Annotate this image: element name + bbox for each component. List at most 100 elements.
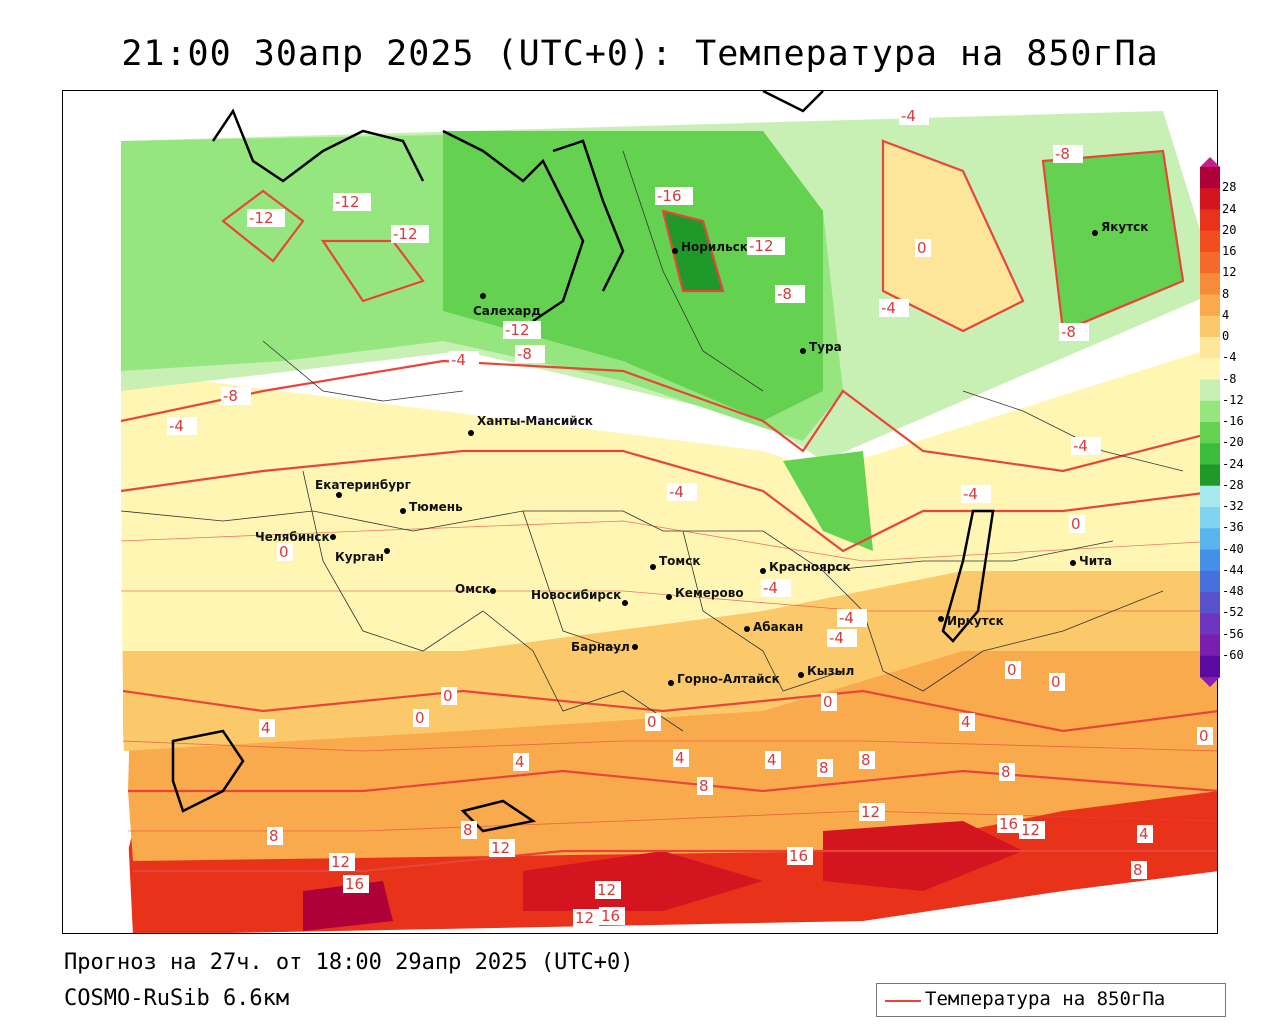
svg-text:Курган: Курган	[335, 550, 384, 564]
colorbar-band	[1200, 209, 1220, 232]
svg-text:12: 12	[491, 839, 510, 857]
svg-text:Омск: Омск	[455, 582, 490, 596]
svg-text:-4: -4	[829, 629, 844, 647]
colorbar-band	[1200, 273, 1220, 295]
svg-text:Горно-Алтайск: Горно-Алтайск	[677, 672, 780, 686]
svg-text:8: 8	[819, 759, 829, 777]
svg-text:16: 16	[601, 907, 620, 925]
svg-text:Тюмень: Тюмень	[409, 500, 463, 514]
legend: Температура на 850гПа	[876, 983, 1226, 1017]
colorbar	[1200, 157, 1220, 687]
svg-text:Тура: Тура	[809, 340, 842, 354]
colorbar-tick-label: -44	[1222, 562, 1244, 577]
colorbar-tick-label: 24	[1222, 201, 1237, 216]
city-khanty-mansiysk[interactable]: Ханты-Мансийск	[468, 414, 593, 436]
city-abakan[interactable]: Абакан	[744, 620, 803, 634]
svg-text:-8: -8	[777, 285, 792, 303]
colorbar-tick-label: -8	[1222, 371, 1237, 386]
colorbar-tick-label: -52	[1222, 605, 1244, 620]
colorbar-tick-label: 0	[1222, 329, 1230, 343]
svg-text:0: 0	[443, 687, 453, 705]
svg-text:Чита: Чита	[1079, 554, 1112, 568]
svg-text:Челябинск: Челябинск	[255, 530, 330, 544]
colorbar-tick-label: -56	[1222, 626, 1244, 641]
svg-text:4: 4	[961, 713, 971, 731]
forecast-info: Прогноз на 27ч. от 18:00 29апр 2025 (UTC…	[64, 950, 634, 975]
svg-text:0: 0	[647, 713, 657, 731]
colorbar-band	[1200, 528, 1220, 550]
svg-text:-4: -4	[839, 609, 854, 627]
colorbar-tick-label: -20	[1222, 435, 1244, 450]
city-kemerovo[interactable]: Кемерово	[666, 586, 744, 600]
svg-text:-4: -4	[169, 417, 184, 435]
svg-text:-4: -4	[881, 299, 896, 317]
colorbar-band	[1200, 507, 1220, 529]
svg-text:8: 8	[269, 827, 279, 845]
city-kyzyl[interactable]: Кызыл	[798, 664, 854, 678]
colorbar-tick-label: -12	[1222, 392, 1244, 407]
colorbar-band	[1200, 167, 1220, 189]
city-gorno-altaysk[interactable]: Горно-Алтайск	[668, 672, 780, 686]
city-tyumen[interactable]: Тюмень	[400, 500, 463, 514]
colorbar-band	[1200, 230, 1220, 253]
cities: Якутск Норильск Салехард Тура Ханты-Манс…	[255, 220, 1148, 686]
svg-text:Томск: Томск	[659, 554, 701, 568]
colorbar-tick-label: 8	[1222, 286, 1230, 301]
colorbar-tick-label: -32	[1222, 499, 1244, 513]
city-norilsk[interactable]: Норильск	[672, 240, 748, 254]
svg-text:Екатеринбург: Екатеринбург	[315, 478, 411, 492]
city-chelyabinsk[interactable]: Челябинск	[255, 530, 336, 544]
city-novosibirsk[interactable]: Новосибирск	[531, 588, 628, 606]
svg-text:4: 4	[1139, 825, 1149, 843]
colorbar-band	[1200, 315, 1220, 338]
colorbar-tick-label: 16	[1222, 244, 1237, 258]
svg-text:12: 12	[1021, 821, 1040, 839]
svg-text:-8: -8	[223, 387, 238, 405]
city-kurgan[interactable]: Курган	[335, 548, 390, 564]
colorbar-band	[1200, 592, 1220, 614]
colorbar-tick-label: -16	[1222, 414, 1244, 428]
svg-text:8: 8	[861, 751, 871, 769]
svg-text:Кызыл: Кызыл	[807, 664, 854, 678]
colorbar-band	[1200, 379, 1220, 402]
svg-text:-4: -4	[963, 485, 978, 503]
colorbar-band	[1200, 613, 1220, 635]
colorbar-tick-label: -60	[1222, 647, 1244, 662]
city-krasnoyarsk[interactable]: Красноярск	[760, 560, 851, 574]
colorbar-band	[1200, 252, 1220, 274]
colorbar-tick-label: 12	[1222, 265, 1237, 280]
city-chita[interactable]: Чита	[1070, 554, 1112, 568]
model-name: COSMO-RuSib 6.6км	[64, 986, 290, 1011]
colorbar-band	[1200, 485, 1220, 508]
svg-text:16: 16	[789, 847, 808, 865]
svg-text:4: 4	[675, 749, 685, 767]
svg-text:-12: -12	[749, 237, 774, 255]
svg-text:12: 12	[861, 803, 880, 821]
city-yakutsk[interactable]: Якутск	[1092, 220, 1148, 236]
map-panel[interactable]: Якутск Норильск Салехард Тура Ханты-Манс…	[62, 90, 1218, 934]
city-irkutsk[interactable]: Иркутск	[938, 614, 1004, 628]
svg-text:4: 4	[767, 751, 777, 769]
city-tura[interactable]: Тура	[800, 340, 842, 354]
legend-label: Температура на 850гПа	[925, 988, 1166, 1010]
svg-text:12: 12	[597, 881, 616, 899]
colorbar-band	[1200, 655, 1220, 678]
isotherm-labels: -4 -8 -12 -12 -12 -16 -12 0 -8 -4 -8 -12…	[167, 107, 1213, 927]
svg-text:Абакан: Абакан	[753, 620, 803, 634]
city-omsk[interactable]: Омск	[455, 582, 496, 596]
svg-text:0: 0	[1007, 661, 1017, 679]
city-salekhard[interactable]: Салехард	[473, 293, 541, 318]
city-barnaul[interactable]: Барнаул	[571, 640, 638, 654]
svg-text:-12: -12	[393, 225, 418, 243]
svg-text:8: 8	[699, 777, 709, 795]
svg-text:-12: -12	[249, 209, 274, 227]
colorbar-tick-label: 4	[1222, 307, 1230, 322]
colorbar-tick-label: -28	[1222, 477, 1244, 492]
svg-text:12: 12	[331, 853, 350, 871]
svg-text:0: 0	[1199, 727, 1209, 745]
svg-text:8: 8	[463, 821, 473, 839]
svg-text:-4: -4	[669, 483, 684, 501]
city-tomsk[interactable]: Томск	[650, 554, 701, 570]
city-yekaterinburg[interactable]: Екатеринбург	[315, 478, 411, 498]
colorbar-band	[1200, 634, 1220, 657]
